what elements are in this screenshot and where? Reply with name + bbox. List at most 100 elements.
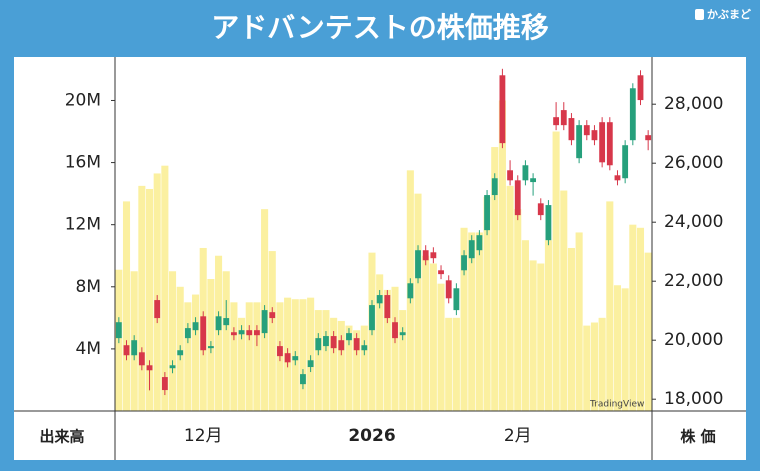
volume-bar [606,201,614,411]
volume-bar [122,201,131,411]
candle-body [407,283,414,299]
candle-body [361,345,368,351]
candle-body [292,356,299,361]
candle-body [568,118,575,141]
y2-tick-label: 20M [65,90,101,110]
volume-bar [567,247,575,411]
y2-tick-label: 12M [65,215,101,235]
volume-bar [222,271,230,411]
watermark: TradingView [589,400,644,410]
candle-body [591,130,598,141]
volume-bar [452,317,460,411]
candle-body [438,270,444,275]
price-label: 株 価 [680,428,715,446]
volume-bar [575,232,583,411]
candle-body [161,377,168,391]
volume-bar [192,294,200,411]
candle-body [537,203,544,216]
y-tick-label: 26,000 [664,153,723,173]
candle-body [269,312,276,319]
candle-body [131,340,138,356]
candle-body [399,332,406,336]
candle-body [422,250,429,261]
candle-body [315,338,322,351]
candle-body [445,280,452,299]
candle-body [246,330,253,336]
candle-body [583,125,590,136]
volume-bar [422,255,430,411]
candle-body [629,88,636,141]
volume-bar [644,252,652,411]
candle-body [384,295,391,319]
y2-tick-label: 4M [76,339,101,359]
volume-bar [268,251,276,411]
candle-body [261,310,268,334]
y-tick-label: 24,000 [664,212,723,232]
candle-body [560,110,567,126]
volume-bar [521,240,529,411]
volume-bar [583,325,591,411]
volume-bar [491,147,499,412]
volume-bar [345,325,353,411]
volume-bar [560,190,568,411]
candle-body [338,340,345,351]
volume-bar [529,260,537,411]
y-tick-label: 28,000 [664,94,723,114]
volume-bar [445,317,453,411]
volume-bar [184,302,192,411]
candle-body [637,75,644,101]
candle-body [223,318,230,326]
candle-body [138,352,145,366]
volume-bar [138,185,146,411]
volume-bar [353,330,361,411]
candle-body [254,330,260,336]
candle-body [330,336,337,349]
volume-bar [383,289,391,411]
volume-bar [460,227,468,411]
candle-body [553,117,560,126]
candle-body [376,295,383,304]
candle-body [123,345,130,356]
candle-body [154,300,161,319]
candle-body [576,125,583,159]
x-tick-label: 2月 [504,426,532,446]
volume-bar [552,131,560,412]
candle-body [369,305,375,331]
volume-bar [253,302,261,411]
logo-icon [695,9,704,20]
volume-bar [391,286,399,411]
candle-body [184,328,191,339]
candle-body [476,235,483,251]
candle-body [614,175,621,181]
volume-bar [376,274,384,411]
x-tick-label: 2026 [348,426,395,446]
volume-bar [590,322,598,411]
candle-body [192,322,199,331]
volume-bar [360,325,368,411]
volume-bar [429,263,437,411]
candle-body [215,316,222,331]
candle-body [346,333,352,341]
volume-bar [544,240,552,411]
volume-bar [468,232,476,411]
candle-body [507,170,513,181]
x-tick-label: 12月 [184,426,223,446]
volume-bar [636,227,645,411]
candle-body [461,255,467,271]
candle-body [353,338,360,351]
candle-body [499,75,506,144]
candle-body [415,250,421,279]
volume-bar [230,302,238,411]
candle-body [430,252,437,259]
candle-body [530,178,537,183]
candle-body [484,195,490,231]
volume-bar [153,173,161,411]
volume-bar [598,317,606,411]
candle-body [514,180,521,216]
candle-body [323,336,329,347]
candle-body [545,205,552,241]
volume-bar [161,165,169,411]
volume-bar [245,302,253,411]
volume-bar [330,317,338,411]
